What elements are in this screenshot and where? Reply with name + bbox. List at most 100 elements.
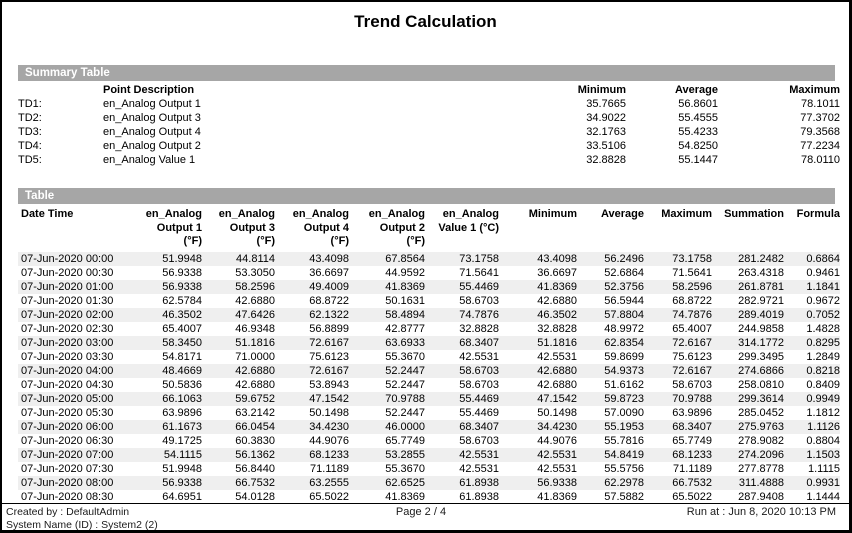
cell-value: 75.6123 xyxy=(672,350,712,363)
cell-value: 258.0810 xyxy=(738,378,784,391)
table-row: 07-Jun-2020 01:30 62.5784 42.6880 68.8722 50… xyxy=(18,294,840,308)
summary-cell-minimum: 33.5106 xyxy=(586,140,626,152)
cell-value: 66.1063 xyxy=(162,392,202,405)
summary-col-point-description: Point Description xyxy=(103,84,195,96)
cell-value: 66.7532 xyxy=(235,476,275,489)
cell-value: 72.6167 xyxy=(672,336,712,349)
cell-value: 58.6703 xyxy=(459,378,499,391)
cell-value: 65.4007 xyxy=(672,322,712,335)
cell-date-time: 07-Jun-2020 05:00 xyxy=(21,392,114,405)
cell-value: 68.3407 xyxy=(459,420,499,433)
cell-value: 55.1953 xyxy=(604,420,644,433)
summary-cell-minimum: 35.7665 xyxy=(586,98,626,110)
cell-value: 56.9338 xyxy=(162,280,202,293)
cell-value: 55.4469 xyxy=(459,392,499,405)
cell-value: 67.8564 xyxy=(385,252,425,265)
cell-value: 42.5531 xyxy=(537,448,577,461)
cell-value: 299.3495 xyxy=(738,350,784,363)
cell-value: 41.8369 xyxy=(537,490,577,503)
cell-value: 51.1816 xyxy=(235,336,275,349)
cell-value: 36.6697 xyxy=(309,266,349,279)
summary-row: TD2: en_Analog Output 3 34.9022 55.4555 77.3… xyxy=(18,111,840,125)
summary-table: Point Description Minimum Average Maximu… xyxy=(18,83,840,167)
cell-value: 53.8943 xyxy=(309,378,349,391)
cell-value: 56.2496 xyxy=(604,252,644,265)
cell-value: 46.9348 xyxy=(235,322,275,335)
column-header-minimum: Minimum xyxy=(528,208,577,220)
table-section-label: Table xyxy=(25,190,55,202)
cell-value: 54.8419 xyxy=(604,448,644,461)
cell-value: 0.9672 xyxy=(806,294,840,307)
summary-row: TD1: en_Analog Output 1 35.7665 56.8601 78.1… xyxy=(18,97,840,111)
cell-value: 73.1758 xyxy=(672,252,712,265)
cell-value: 50.1631 xyxy=(385,294,425,307)
cell-date-time: 07-Jun-2020 06:30 xyxy=(21,434,114,447)
cell-value: 68.8722 xyxy=(309,294,349,307)
cell-value: 72.6167 xyxy=(309,364,349,377)
cell-value: 58.2596 xyxy=(235,280,275,293)
cell-value: 42.6880 xyxy=(537,378,577,391)
table-row: 07-Jun-2020 02:30 65.4007 46.9348 56.8899 42… xyxy=(18,322,840,336)
cell-value: 63.2142 xyxy=(235,406,275,419)
cell-date-time: 07-Jun-2020 02:00 xyxy=(21,308,114,321)
cell-value: 61.8938 xyxy=(459,476,499,489)
cell-value: 47.1542 xyxy=(537,392,577,405)
summary-cell-label: TD2: xyxy=(18,112,42,124)
cell-value: 47.1542 xyxy=(309,392,349,405)
cell-date-time: 07-Jun-2020 03:00 xyxy=(21,336,114,349)
cell-value: 47.6426 xyxy=(235,308,275,321)
cell-value: 34.4230 xyxy=(537,420,577,433)
cell-value: 68.3407 xyxy=(672,420,712,433)
summary-cell-maximum: 78.0110 xyxy=(801,154,840,166)
cell-value: 62.8354 xyxy=(604,336,644,349)
cell-value: 70.9788 xyxy=(385,392,425,405)
cell-value: 1.2849 xyxy=(806,350,840,363)
cell-value: 68.1233 xyxy=(309,448,349,461)
cell-value: 32.8828 xyxy=(537,322,577,335)
cell-value: 73.1758 xyxy=(459,252,499,265)
summary-cell-description: en_Analog Output 1 xyxy=(103,98,201,110)
cell-value: 65.7749 xyxy=(385,434,425,447)
cell-value: 274.2096 xyxy=(738,448,784,461)
cell-value: 42.6880 xyxy=(235,378,275,391)
summary-cell-maximum: 77.3702 xyxy=(800,112,840,124)
cell-value: 1.1115 xyxy=(807,462,840,475)
cell-value: 71.5641 xyxy=(672,266,712,279)
cell-value: 60.3830 xyxy=(235,434,275,447)
cell-value: 52.2447 xyxy=(385,378,425,391)
cell-value: 42.6880 xyxy=(235,364,275,377)
cell-value: 58.6703 xyxy=(459,434,499,447)
run-at-text: Run at : Jun 8, 2020 10:13 PM xyxy=(686,506,836,518)
cell-date-time: 07-Jun-2020 00:30 xyxy=(21,266,114,279)
cell-value: 70.9788 xyxy=(672,392,712,405)
cell-value: 71.5641 xyxy=(459,266,499,279)
cell-value: 44.9076 xyxy=(309,434,349,447)
cell-value: 52.2447 xyxy=(385,364,425,377)
cell-value: 263.4318 xyxy=(738,266,784,279)
trend-data-table: Date Time en_Analog Output 1 (°F) en_Analo… xyxy=(18,206,840,504)
cell-value: 1.4828 xyxy=(806,322,840,335)
cell-value: 62.2978 xyxy=(604,476,644,489)
summary-cell-average: 55.4233 xyxy=(678,126,718,138)
column-header-average: Average xyxy=(600,208,644,220)
table-row: 07-Jun-2020 08:30 64.6951 54.0128 65.5022 41… xyxy=(18,490,840,504)
cell-date-time: 07-Jun-2020 01:30 xyxy=(21,294,114,307)
page-title: Trend Calculation xyxy=(354,12,497,31)
cell-value: 72.6167 xyxy=(309,336,349,349)
cell-value: 68.3407 xyxy=(459,336,499,349)
summary-cell-minimum: 34.9022 xyxy=(586,112,626,124)
cell-value: 59.8699 xyxy=(604,350,644,363)
cell-value: 53.3050 xyxy=(235,266,275,279)
cell-value: 57.5882 xyxy=(604,490,644,503)
cell-value: 0.8409 xyxy=(806,378,840,391)
cell-value: 44.9592 xyxy=(385,266,425,279)
cell-value: 46.0000 xyxy=(385,420,425,433)
cell-value: 56.1362 xyxy=(235,448,275,461)
summary-cell-label: TD5: xyxy=(18,154,42,166)
cell-value: 42.5531 xyxy=(459,462,499,475)
cell-value: 1.1126 xyxy=(807,420,840,433)
cell-value: 50.1498 xyxy=(309,406,349,419)
cell-value: 0.9949 xyxy=(806,392,840,405)
cell-value: 62.1322 xyxy=(309,308,349,321)
cell-value: 55.3670 xyxy=(385,462,425,475)
